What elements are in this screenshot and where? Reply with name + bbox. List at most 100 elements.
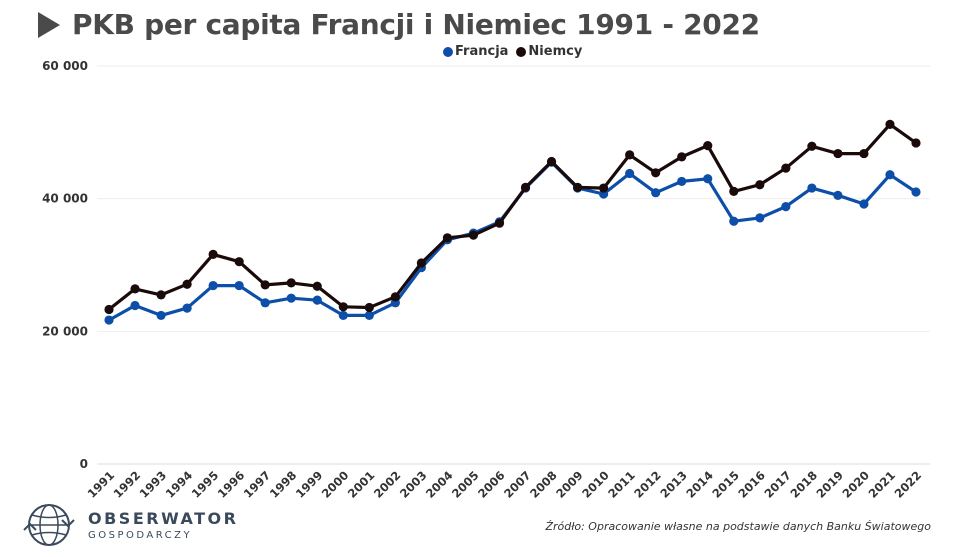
- data-point-francja: [312, 295, 322, 305]
- x-tick-label: 1994: [163, 468, 196, 501]
- data-point-niemcy: [468, 230, 479, 240]
- legend-dot-niemcy: [516, 46, 527, 57]
- x-tick-label: 2000: [319, 468, 352, 501]
- x-tick-label: 2006: [475, 468, 508, 501]
- x-tick-label: 2002: [371, 468, 404, 501]
- data-point-niemcy: [104, 304, 114, 315]
- data-point-niemcy: [677, 152, 687, 162]
- logo-main-text: OBSERWATOR: [88, 509, 239, 528]
- x-tick-label: 2016: [735, 468, 768, 501]
- x-tick-label: 1993: [137, 468, 170, 501]
- legend-label-niemcy: Niemcy: [528, 44, 583, 59]
- legend-label-francja: Francja: [455, 44, 509, 59]
- data-point-francja: [885, 170, 895, 180]
- data-point-francja: [755, 213, 765, 223]
- data-point-niemcy: [130, 284, 140, 294]
- x-tick-label: 1991: [85, 468, 118, 501]
- data-point-francja: [286, 293, 296, 303]
- data-point-niemcy: [260, 280, 270, 290]
- x-tick-label: 2003: [397, 468, 430, 501]
- globe-logo-icon: [23, 504, 75, 546]
- x-tick-label: 2020: [840, 468, 873, 501]
- x-tick-label: 1992: [111, 468, 144, 501]
- data-point-francja: [807, 183, 817, 193]
- data-point-niemcy: [156, 290, 166, 300]
- series-line-francja: [108, 160, 917, 322]
- data-point-niemcy: [755, 180, 765, 190]
- legend-dot-francja: [443, 46, 453, 57]
- x-tick-label: 2001: [345, 468, 378, 501]
- x-tick-label: 2019: [813, 468, 846, 501]
- x-tick-label: 2012: [631, 468, 664, 501]
- data-point-francja: [677, 176, 687, 187]
- chart-title: PKB per capita Francji i Niemiec 1991 - …: [72, 8, 760, 41]
- data-point-niemcy: [572, 182, 583, 192]
- data-point-niemcy: [286, 278, 296, 288]
- data-point-niemcy: [416, 258, 426, 268]
- x-tick-label: 2005: [449, 468, 482, 501]
- data-point-francja: [182, 303, 192, 313]
- data-point-niemcy: [494, 218, 505, 228]
- data-point-niemcy: [911, 138, 921, 148]
- legend: Francja Niemcy: [443, 44, 582, 59]
- x-tick-label: 2018: [787, 468, 820, 501]
- x-tick-label: 2010: [579, 468, 612, 501]
- data-point-francja: [156, 310, 166, 321]
- x-tick-label: 2014: [683, 468, 716, 501]
- data-point-niemcy: [833, 148, 843, 159]
- data-point-niemcy: [338, 302, 348, 312]
- data-point-niemcy: [885, 119, 895, 129]
- x-tick-label: 2022: [892, 468, 925, 501]
- x-tick-label: 2009: [553, 468, 586, 501]
- data-point-francja: [729, 216, 739, 226]
- legend-item-francja[interactable]: Francja: [443, 44, 508, 59]
- x-tick-label: 2013: [657, 468, 690, 501]
- y-tick-label: 40 000: [42, 192, 88, 206]
- data-point-niemcy: [234, 257, 244, 267]
- data-point-francja: [625, 168, 635, 179]
- x-tick-label: 2015: [709, 468, 742, 501]
- data-point-niemcy: [182, 279, 192, 289]
- data-point-francja: [859, 199, 869, 209]
- data-point-niemcy: [442, 233, 453, 243]
- title-row: PKB per capita Francji i Niemiec 1991 - …: [38, 8, 760, 41]
- x-tick-label: 2008: [527, 468, 560, 501]
- x-tick-label: 1998: [267, 468, 300, 501]
- x-tick-label: 2007: [501, 468, 534, 501]
- data-point-francja: [651, 188, 661, 198]
- y-tick-label: 60 000: [42, 59, 88, 73]
- data-point-niemcy: [546, 156, 557, 167]
- data-point-francja: [234, 280, 244, 291]
- data-point-niemcy: [859, 148, 869, 159]
- data-point-francja: [130, 300, 140, 311]
- data-point-francja: [911, 187, 921, 197]
- data-point-francja: [104, 315, 114, 325]
- data-point-francja: [781, 202, 791, 212]
- data-point-niemcy: [781, 163, 791, 173]
- data-point-niemcy: [390, 292, 400, 302]
- data-point-niemcy: [651, 168, 661, 178]
- data-point-niemcy: [208, 249, 218, 259]
- data-point-francja: [703, 174, 713, 184]
- data-point-francja: [260, 298, 270, 308]
- data-point-francja: [208, 280, 218, 291]
- x-tick-label: 2011: [605, 468, 638, 501]
- data-point-niemcy: [520, 182, 531, 192]
- x-tick-label: 2004: [423, 468, 456, 501]
- data-point-niemcy: [625, 150, 635, 160]
- y-tick-label: 20 000: [42, 324, 88, 338]
- legend-item-niemcy[interactable]: Niemcy: [516, 44, 582, 59]
- data-point-niemcy: [703, 141, 713, 151]
- x-tick-label: 2017: [761, 468, 794, 501]
- data-point-francja: [364, 310, 374, 321]
- logo: OBSERWATOR GOSPODARCZY: [22, 500, 238, 550]
- x-tick-label: 1997: [241, 468, 274, 501]
- x-tick-label: 1996: [215, 468, 248, 501]
- logo-sub-text: GOSPODARCZY: [88, 530, 193, 541]
- data-point-niemcy: [312, 281, 322, 291]
- data-point-francja: [338, 310, 348, 321]
- data-point-niemcy: [729, 186, 739, 196]
- data-point-niemcy: [599, 183, 609, 193]
- data-point-niemcy: [364, 302, 374, 313]
